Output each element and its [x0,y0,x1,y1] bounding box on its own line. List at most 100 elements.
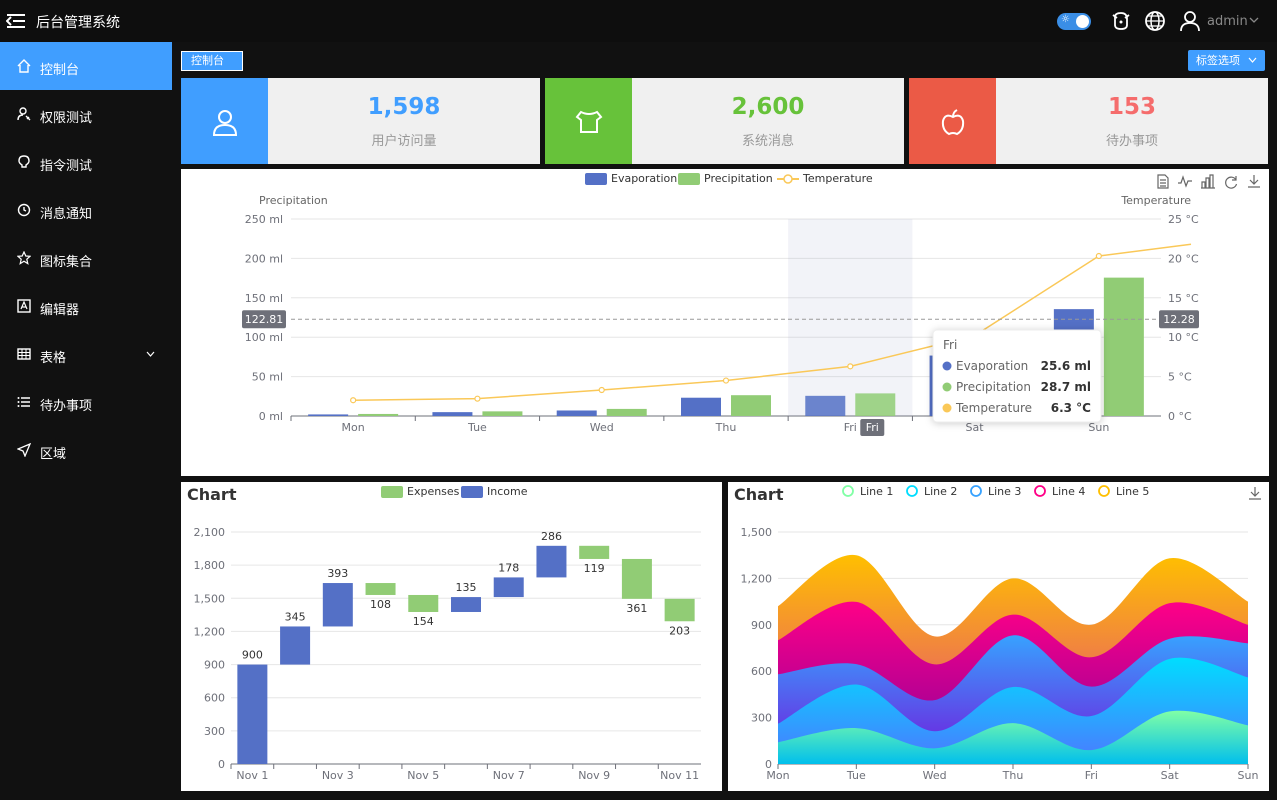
tooltip-series-value: 25.6 ml [1041,359,1091,373]
card-icon-box [181,78,268,164]
bar-chart-icon[interactable] [1201,174,1215,189]
tag-options-label: 标签选项 [1196,54,1240,67]
crosshair-value-left: 122.81 [245,313,284,326]
bar [482,411,523,416]
area-series [778,710,1248,764]
sidebar-item-region[interactable]: 区域 [0,426,172,474]
stat-card-todos: 153 待办事项 [909,78,1268,164]
y-tick-label: 300 [751,712,772,725]
legend-swatch [1098,485,1110,497]
legend-swatch [842,485,854,497]
legend-swatch [381,486,403,498]
legend-label: Temperature [802,172,873,185]
bar [451,597,481,612]
icon-stroke [1225,176,1238,189]
temperature-point [847,363,854,370]
chevron-down-icon[interactable] [1249,16,1259,24]
message-icon [575,110,603,133]
card-icon-box [909,78,996,164]
sidebar-item-label: 表格 [40,351,67,366]
legend-swatch [585,173,607,185]
sidebar-item-directive[interactable]: 指令测试 [0,138,172,186]
y-tick-label: 1,200 [194,625,226,638]
globe-icon[interactable] [1144,10,1166,32]
x-tick-label: Sun [1238,769,1259,782]
temperature-point [1095,252,1102,260]
x-tick-label: Nov 9 [578,769,610,782]
tooltip-series-value: 6.3 °C [1051,401,1091,415]
sidebar-item-label: 控制台 [40,63,80,78]
tooltip-marker [942,361,952,371]
x-tick-label: Fri [1085,769,1098,782]
table-icon [17,348,31,360]
waterfall-chart-panel: Expenses Income 0 300 600 900 1,200 1,500 1,800 2… [181,482,722,791]
data-label: 286 [541,530,562,543]
sidebar-item-label: 指令测试 [40,159,93,174]
card-icon-box [545,78,632,164]
bar [1103,277,1144,416]
legend-swatch [1034,485,1046,497]
sidebar-item-table[interactable]: 表格 [0,330,172,378]
user-avatar-icon[interactable] [1179,10,1201,32]
stacked-area-chart[interactable]: Line 1 Line 2 Line 3 Line 4 Line 5 0 300 600 900… [728,482,1269,791]
sidebar-item-todo[interactable]: 待办事项 [0,378,172,426]
tag-options-dropdown[interactable]: 标签选项 [1188,50,1265,71]
tag-dashboard[interactable]: 控制台 [181,51,243,71]
download-icon[interactable] [1248,175,1260,188]
x-tick-label: Fri [844,421,857,434]
y-tick-label: 300 [204,725,225,738]
bar [432,412,473,416]
legend-swatch [970,485,982,497]
user-icon [212,110,238,136]
sidebar-item-icons[interactable]: 图标集合 [0,234,172,282]
sidebar-item-label: 图标集合 [40,255,93,270]
data-label: 135 [456,581,477,594]
y-axis-right-label: Temperature [1120,194,1191,207]
data-label: 900 [242,649,263,662]
tooltip-marker [942,382,952,392]
stat-value: 153 [1107,94,1156,120]
username[interactable]: admin [1207,14,1248,29]
menu-fold-icon[interactable] [6,11,26,31]
icon-stroke [1157,174,1169,189]
waterfall-chart[interactable]: Expenses Income 0 300 600 900 1,200 1,500 1,800 2… [181,482,722,791]
y-tick-label-left: 200 ml [245,252,283,265]
sidebar-item-label: 权限测试 [40,111,93,126]
refresh-icon[interactable] [1225,176,1238,189]
area-chart-panel: Line 1 Line 2 Line 3 Line 4 Line 5 0 300 600 900… [728,482,1269,791]
temperature-line-tail [1098,243,1192,257]
stat-card-messages: 2,600 系统消息 [545,78,904,164]
top-bar: 后台管理系统 ☼ admin [0,0,1277,42]
sidebar-item-dashboard[interactable]: 控制台 [0,42,172,90]
chevron-down-icon [1248,57,1257,63]
bar [322,583,353,627]
line-chart-icon[interactable] [1178,175,1192,188]
legend-swatch [906,485,918,497]
data-view-icon[interactable] [1157,174,1169,189]
legend-label: Income [487,485,528,498]
sidebar-item-notification[interactable]: 消息通知 [0,186,172,234]
sidebar-item-editor[interactable]: 编辑器 [0,282,172,330]
crosshair-label-x [860,419,885,436]
download-icon[interactable] [1249,487,1261,500]
tooltip-box [932,329,1102,423]
theme-switch[interactable]: ☼ [1057,13,1091,30]
stat-value: 1,598 [367,94,441,120]
y-tick-label: 2,100 [194,526,226,539]
legend-label: Line 3 [988,485,1021,498]
bar [855,393,896,416]
sidebar-item-permission[interactable]: 权限测试 [0,90,172,138]
chart-title: Chart [187,485,237,504]
chart-title: Chart [734,485,784,504]
legend-label: Expenses [407,485,460,498]
bar [579,545,610,559]
stat-label: 系统消息 [741,134,794,149]
stat-card-visits: 1,598 用户访问量 [181,78,540,164]
mixed-chart[interactable]: Evaporation Precipitation Temperature Preci… [181,169,1269,476]
icon-stroke [1249,487,1261,500]
legend-swatch [678,173,700,185]
clock-icon [17,203,31,217]
bell-icon[interactable] [1110,10,1132,32]
legend-label: Line 2 [924,485,957,498]
legend-swatch [783,174,793,184]
